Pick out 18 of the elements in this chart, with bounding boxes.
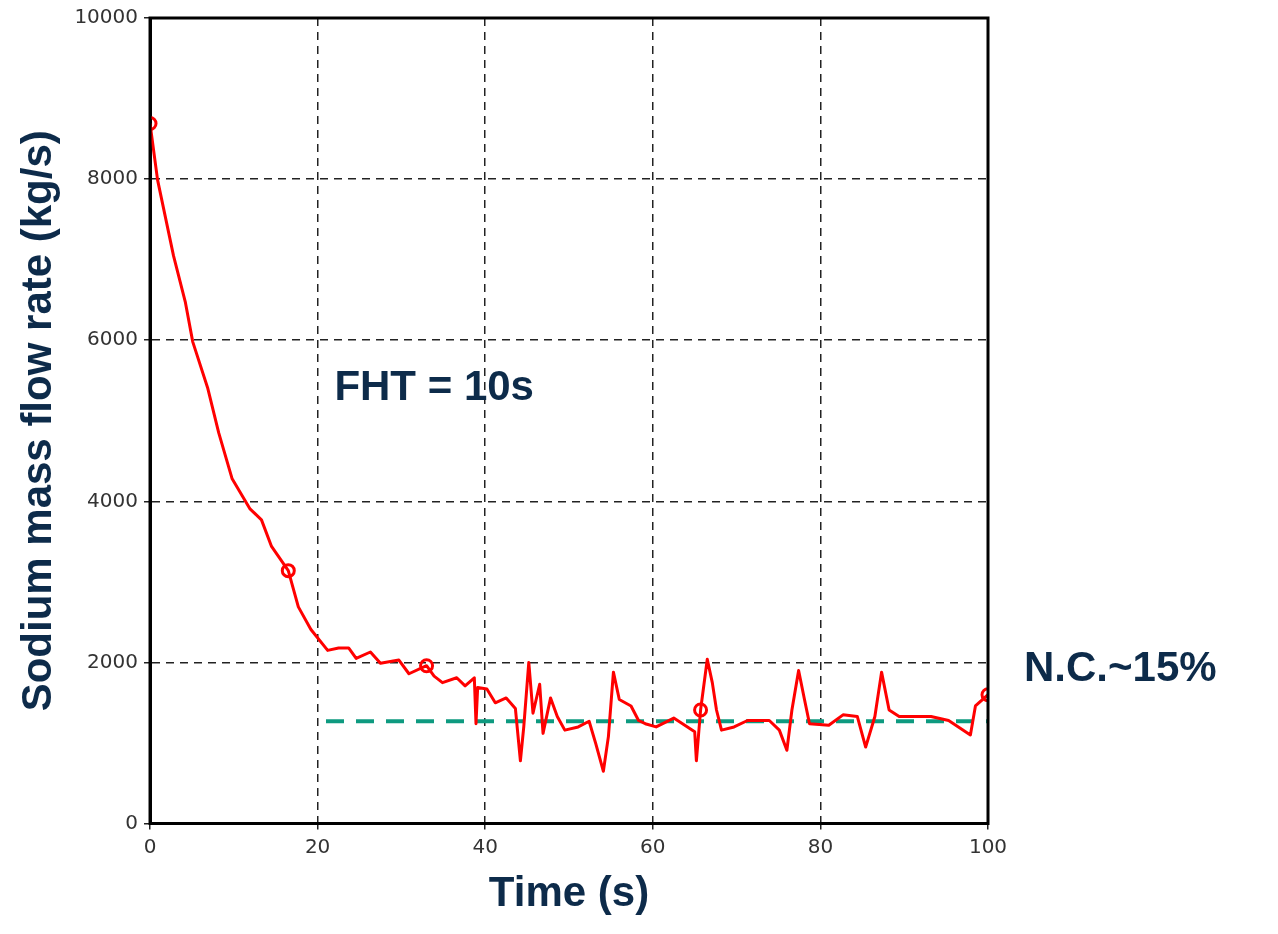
y-tick-label: 2000 [87,648,139,673]
y-tick-label: 0 [125,809,139,834]
x-tick-label: 20 [304,833,331,858]
x-axis-title: Time (s) [488,868,650,916]
annotation: N.C.~15% [1024,642,1217,690]
y-tick-label: 10000 [74,4,139,29]
annotation: FHT = 10s [334,362,534,410]
y-axis-title: Sodium mass flow rate (kg/s) [12,130,60,712]
y-tick-label: 4000 [87,487,139,512]
y-tick-label: 8000 [87,165,139,190]
x-tick-label: 80 [807,833,834,858]
point [693,702,709,718]
x-tick-label: 0 [143,833,157,858]
y-tick-label: 6000 [87,326,139,351]
x-tick-label: 40 [472,833,498,858]
point [419,658,435,674]
x-tick-label: 100 [968,833,1008,858]
x-tick-label: 60 [640,833,666,858]
